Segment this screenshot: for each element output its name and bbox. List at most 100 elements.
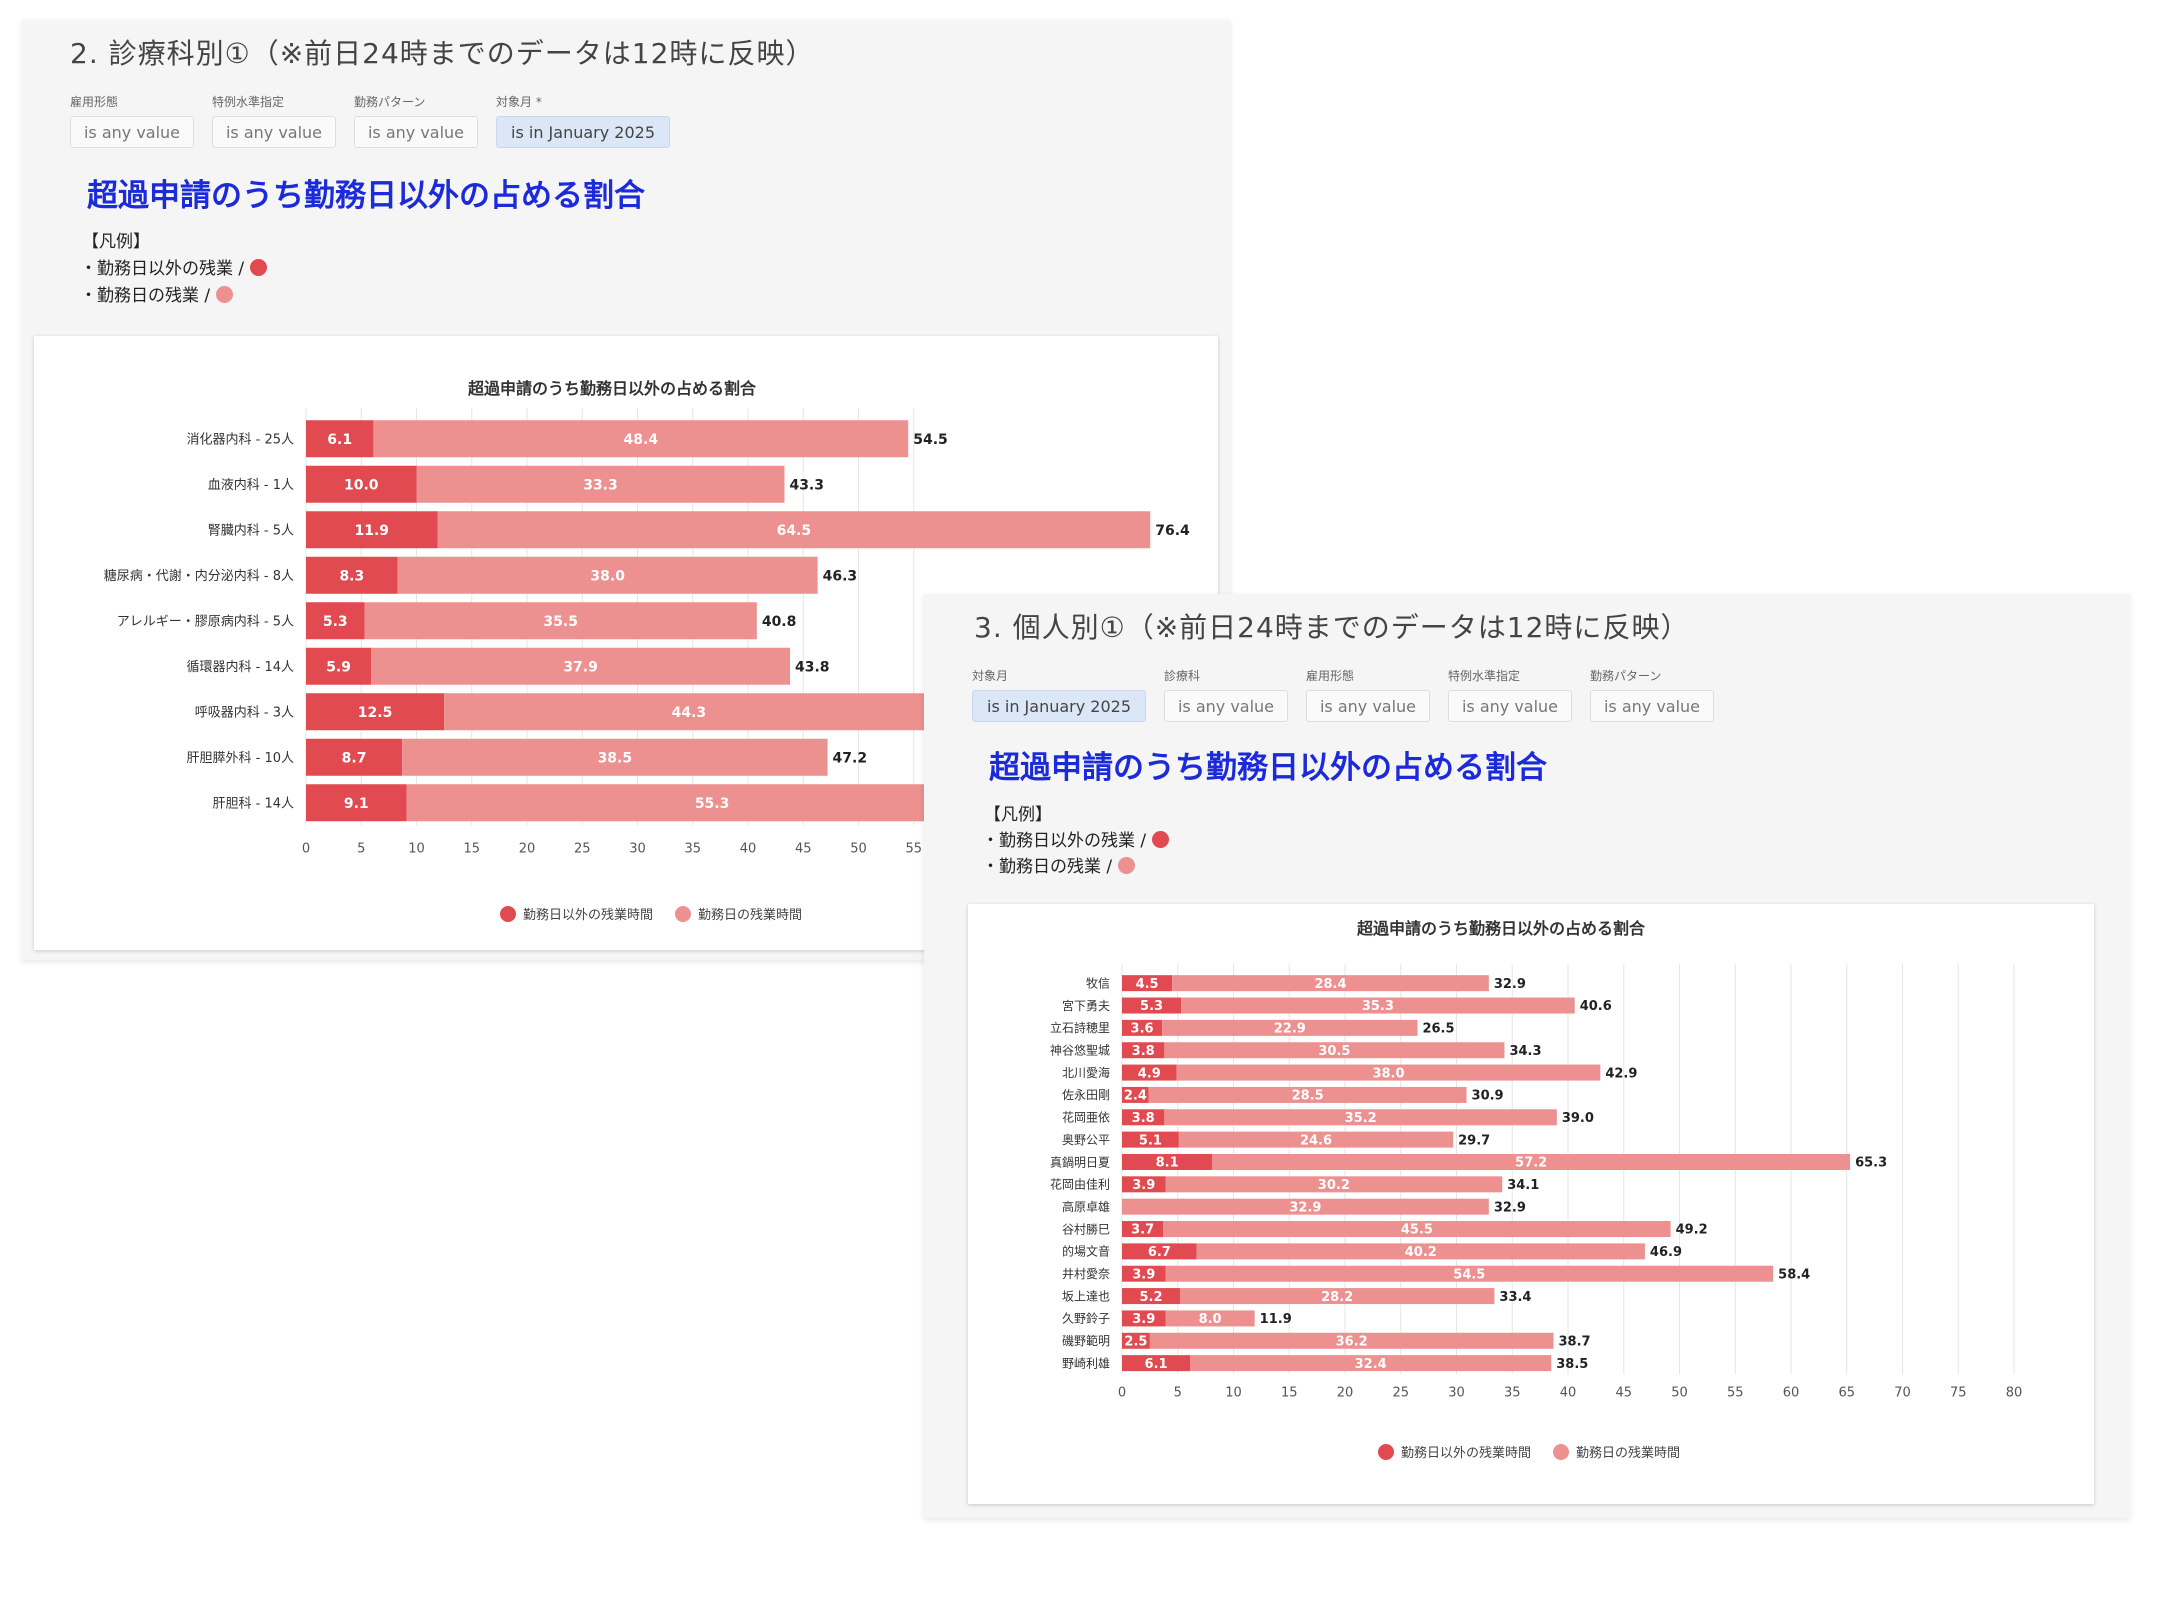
bar-workday: [1162, 1019, 1418, 1036]
data-label: 3.8: [1132, 1044, 1155, 1059]
bar-nonworkday: [1122, 1265, 1166, 1282]
data-label: 35.5: [543, 614, 578, 630]
data-label: 54.5: [1453, 1267, 1485, 1282]
legend-dot-nonworkday: [500, 906, 516, 922]
filter-work-pattern[interactable]: is any value: [354, 116, 478, 148]
filter-label-target-month: 対象月: [972, 669, 1009, 683]
filter-employment[interactable]: is any value: [70, 116, 194, 148]
data-label: 38.0: [590, 568, 625, 584]
chart-card: 超過申請のうち勤務日以外の占める割合 0 5 10 15 20 25 30 35 40 45 50 55…: [968, 904, 2094, 1504]
total-label: 11.9: [1260, 1312, 1292, 1327]
filter-department[interactable]: is any value: [1164, 690, 1288, 722]
filter-target-month[interactable]: is in January 2025: [972, 690, 1146, 722]
bar-workday: [1181, 997, 1575, 1014]
category-label: アレルギー・膠原病内科 - 5人: [117, 613, 294, 629]
category-label: 循環器内科 - 14人: [187, 659, 295, 675]
category-label: 消化器内科 - 25人: [187, 431, 295, 447]
filter-work-pattern[interactable]: is any value: [1590, 690, 1714, 722]
bar-workday: [1164, 1109, 1557, 1126]
data-label: 8.1: [1156, 1156, 1179, 1171]
data-label: 37.9: [563, 659, 598, 675]
total-label: 26.5: [1422, 1022, 1454, 1037]
filter-label-work-pattern: 勤務パターン: [1590, 669, 1662, 683]
data-label: 30.5: [1318, 1044, 1350, 1059]
x-tick-label: 40: [1560, 1385, 1577, 1400]
category-label: 磯野範明: [1062, 1333, 1110, 1348]
x-tick-label: 50: [1671, 1385, 1688, 1400]
bar-nonworkday: [1122, 1332, 1150, 1349]
filter-label-special-level: 特例水準指定: [1448, 669, 1521, 683]
total-label: 49.2: [1676, 1223, 1708, 1238]
bar-workday: [373, 420, 909, 458]
filter-special-level[interactable]: is any value: [1448, 690, 1572, 722]
chart-heading: 超過申請のうち勤務日以外の占める割合: [87, 178, 645, 214]
filter-label-work-pattern: 勤務パターン: [354, 95, 426, 109]
bar-nonworkday: [1122, 1131, 1179, 1148]
bar-nonworkday: [1122, 1064, 1177, 1081]
category-label: 肝胆膵外科 - 10人: [187, 751, 295, 766]
x-tick-label: 35: [684, 842, 701, 857]
x-tick-label: 45: [1615, 1385, 1632, 1400]
x-tick-label: 15: [1281, 1385, 1298, 1400]
data-label: 5.1: [1139, 1133, 1162, 1148]
filter-special-level[interactable]: is any value: [212, 116, 336, 148]
category-label: 牧信: [1086, 976, 1110, 990]
filter-employment[interactable]: is any value: [1306, 690, 1430, 722]
data-label: 4.5: [1136, 977, 1159, 992]
filter-target-month[interactable]: is in January 2025: [496, 116, 670, 148]
bar-workday: [1122, 1198, 1489, 1215]
data-label: 3.9: [1132, 1267, 1155, 1282]
legend-dot-workday: [1553, 1444, 1569, 1460]
bar-nonworkday: [1122, 1243, 1197, 1260]
data-label: 11.9: [354, 523, 389, 539]
x-tick-label: 15: [463, 842, 480, 857]
total-label: 32.9: [1494, 1200, 1526, 1215]
total-label: 76.4: [1155, 523, 1190, 539]
category-label: 宮下勇夫: [1062, 998, 1110, 1013]
category-label: 谷村勝巳: [1062, 1221, 1110, 1236]
data-label: 57.2: [1515, 1156, 1547, 1171]
total-label: 40.8: [762, 614, 797, 630]
data-label: 2.4: [1124, 1089, 1147, 1104]
bar-nonworkday: [306, 738, 403, 776]
data-label: 40.2: [1405, 1245, 1437, 1260]
category-label: 真鍋明日夏: [1050, 1154, 1110, 1169]
bar-nonworkday: [1122, 1153, 1213, 1170]
x-tick-label: 10: [408, 842, 425, 857]
bar-nonworkday: [1122, 1019, 1163, 1036]
legend-heading: 【凡例】: [984, 805, 1052, 825]
data-label: 8.3: [339, 568, 364, 584]
bar-nonworkday: [1122, 1355, 1191, 1372]
legend-dot-nonworkday: [1378, 1444, 1394, 1460]
bar-workday: [1163, 1221, 1671, 1238]
data-label: 45.5: [1401, 1223, 1433, 1238]
x-tick-label: 20: [1337, 1385, 1354, 1400]
total-label: 65.3: [1855, 1156, 1887, 1171]
legend-label: 勤務日の残業時間: [1576, 1445, 1680, 1461]
x-tick-label: 40: [740, 842, 757, 857]
total-label: 54.5: [913, 432, 948, 448]
legend-label: ・勤務日の残業 /: [80, 286, 211, 306]
bar-nonworkday: [1122, 1288, 1180, 1305]
total-label: 34.1: [1507, 1178, 1539, 1193]
data-label: 28.5: [1292, 1089, 1324, 1104]
category-label: 高原卓雄: [1062, 1199, 1110, 1214]
category-label: 血液内科 - 1人: [208, 477, 294, 493]
bar-nonworkday: [1122, 975, 1173, 992]
bar-workday: [1176, 1064, 1601, 1081]
person-stacked-bar-chart: 超過申請のうち勤務日以外の占める割合 0 5 10 15 20 25 30 35 40 45 50 55…: [1050, 919, 2023, 1461]
legend-heading: 【凡例】: [82, 232, 150, 252]
category-label: 久野鈴子: [1062, 1311, 1110, 1326]
x-tick-label: 80: [2006, 1385, 2023, 1400]
bar-nonworkday: [306, 602, 365, 640]
legend-item-workday: ・勤務日の残業 /: [982, 852, 1136, 877]
legend-item-workday: ・勤務日の残業 /: [80, 281, 234, 306]
data-label: 28.2: [1321, 1290, 1353, 1305]
data-label: 9.1: [344, 796, 369, 812]
bar-nonworkday: [306, 465, 417, 503]
legend-label: ・勤務日以外の残業 /: [80, 259, 245, 279]
bar-nonworkday: [306, 784, 407, 822]
category-label: 肝胆科 - 14人: [213, 796, 295, 811]
data-label: 44.3: [672, 705, 707, 721]
data-label: 3.9: [1132, 1178, 1155, 1193]
